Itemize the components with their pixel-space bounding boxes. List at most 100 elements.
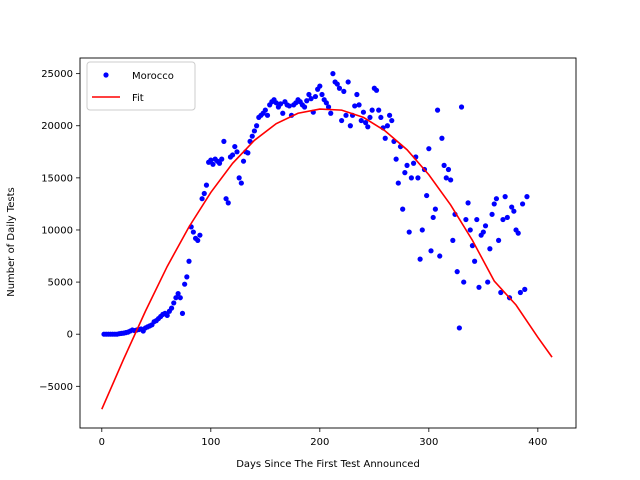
point-morocco-180 (493, 196, 500, 202)
point-morocco-105 (330, 71, 336, 77)
point-morocco-34 (175, 290, 181, 297)
point-morocco-187 (509, 204, 515, 210)
point-morocco-168 (467, 227, 473, 233)
point-morocco-157 (443, 175, 449, 181)
y-tick-label-0: 0 (67, 330, 73, 341)
legend-frame (86, 61, 196, 111)
point-morocco-192 (519, 201, 526, 207)
point-morocco-43 (195, 237, 201, 243)
point-morocco-54 (219, 156, 225, 162)
point-morocco-144 (415, 175, 421, 181)
point-morocco-47 (203, 182, 210, 188)
point-morocco-94 (306, 91, 312, 98)
point-morocco-193 (522, 286, 528, 292)
point-morocco-38 (184, 274, 190, 280)
y-tick-label-15000: 15000 (41, 173, 73, 184)
point-morocco-153 (434, 107, 441, 113)
point-morocco-118 (358, 117, 364, 124)
x-tick-label-400: 400 (528, 437, 547, 448)
point-morocco-55 (221, 138, 227, 144)
point-morocco-134 (393, 156, 399, 162)
point-morocco-125 (373, 87, 380, 93)
point-morocco-85 (286, 103, 292, 109)
y-tick-label-5000: 5000 (48, 278, 73, 289)
point-morocco-111 (343, 112, 349, 118)
point-morocco-160 (450, 237, 456, 243)
point-morocco-191 (517, 289, 524, 296)
legend-label-morocco: Morocco (132, 71, 174, 82)
point-morocco-68 (249, 133, 255, 139)
point-morocco-164 (458, 104, 465, 110)
x-axis: 0 100 200 300 400 (99, 428, 547, 448)
legend: Morocco Fit (86, 61, 196, 111)
point-morocco-156 (441, 162, 447, 168)
point-morocco-92 (301, 104, 308, 110)
point-morocco-179 (491, 201, 497, 207)
point-morocco-53 (216, 160, 223, 166)
point-morocco-50 (210, 161, 216, 167)
point-morocco-104 (328, 110, 334, 116)
point-morocco-33 (173, 295, 179, 301)
point-morocco-163 (456, 325, 462, 331)
point-morocco-32 (171, 300, 177, 306)
point-morocco-63 (238, 180, 244, 186)
point-morocco-93 (304, 98, 310, 104)
point-morocco-165 (461, 279, 467, 285)
legend-label-fit: Fit (132, 93, 144, 104)
axes-frame (79, 57, 577, 429)
point-morocco-49 (208, 157, 214, 163)
y-axis: −5000 0 5000 10000 15000 20000 25000 (39, 69, 80, 393)
point-morocco-127 (378, 114, 384, 121)
point-morocco-82 (280, 110, 286, 116)
point-morocco-148 (424, 192, 430, 199)
point-morocco-108 (336, 85, 343, 91)
point-morocco-170 (472, 258, 478, 264)
point-morocco-41 (190, 229, 196, 235)
point-morocco-97 (312, 93, 319, 100)
point-morocco-81 (277, 101, 284, 107)
point-morocco-172 (476, 284, 482, 290)
point-morocco-158 (445, 166, 452, 173)
point-morocco-75 (264, 112, 271, 118)
x-tick-label-200: 200 (310, 437, 329, 448)
point-morocco-152 (432, 206, 438, 212)
point-morocco-102 (323, 100, 329, 106)
point-morocco-146 (419, 227, 425, 233)
x-tick-label-100: 100 (201, 437, 220, 448)
point-morocco-79 (273, 100, 279, 106)
point-morocco-60 (232, 143, 238, 150)
legend-marker-morocco (103, 72, 109, 78)
point-morocco-100 (319, 91, 325, 98)
point-morocco-122 (367, 114, 373, 121)
point-morocco-129 (382, 135, 388, 141)
point-morocco-194 (524, 194, 530, 200)
point-morocco-59 (230, 152, 236, 158)
point-morocco-66 (245, 150, 251, 156)
point-morocco-69 (251, 128, 258, 134)
point-morocco-138 (402, 170, 408, 176)
point-morocco-121 (365, 124, 371, 130)
point-morocco-36 (179, 310, 186, 316)
point-morocco-99 (317, 83, 323, 89)
y-tick-label--5000: −5000 (39, 382, 73, 393)
y-tick-label-10000: 10000 (41, 225, 73, 236)
point-morocco-132 (389, 117, 395, 124)
point-morocco-119 (360, 109, 367, 115)
point-morocco-176 (485, 279, 491, 285)
point-morocco-44 (197, 232, 203, 238)
point-morocco-29 (164, 312, 170, 319)
point-morocco-181 (496, 237, 502, 243)
point-morocco-46 (201, 190, 207, 197)
point-morocco-137 (400, 206, 406, 212)
series-line-fit (101, 108, 553, 410)
point-morocco-126 (376, 107, 382, 113)
point-morocco-45 (199, 196, 205, 202)
y-tick-label-20000: 20000 (41, 121, 73, 132)
plot-area (79, 57, 577, 429)
point-morocco-35 (177, 295, 183, 301)
point-morocco-109 (339, 117, 345, 124)
point-morocco-175 (482, 223, 489, 229)
point-morocco-182 (498, 289, 504, 296)
point-morocco-145 (417, 256, 423, 262)
point-morocco-103 (325, 104, 332, 110)
